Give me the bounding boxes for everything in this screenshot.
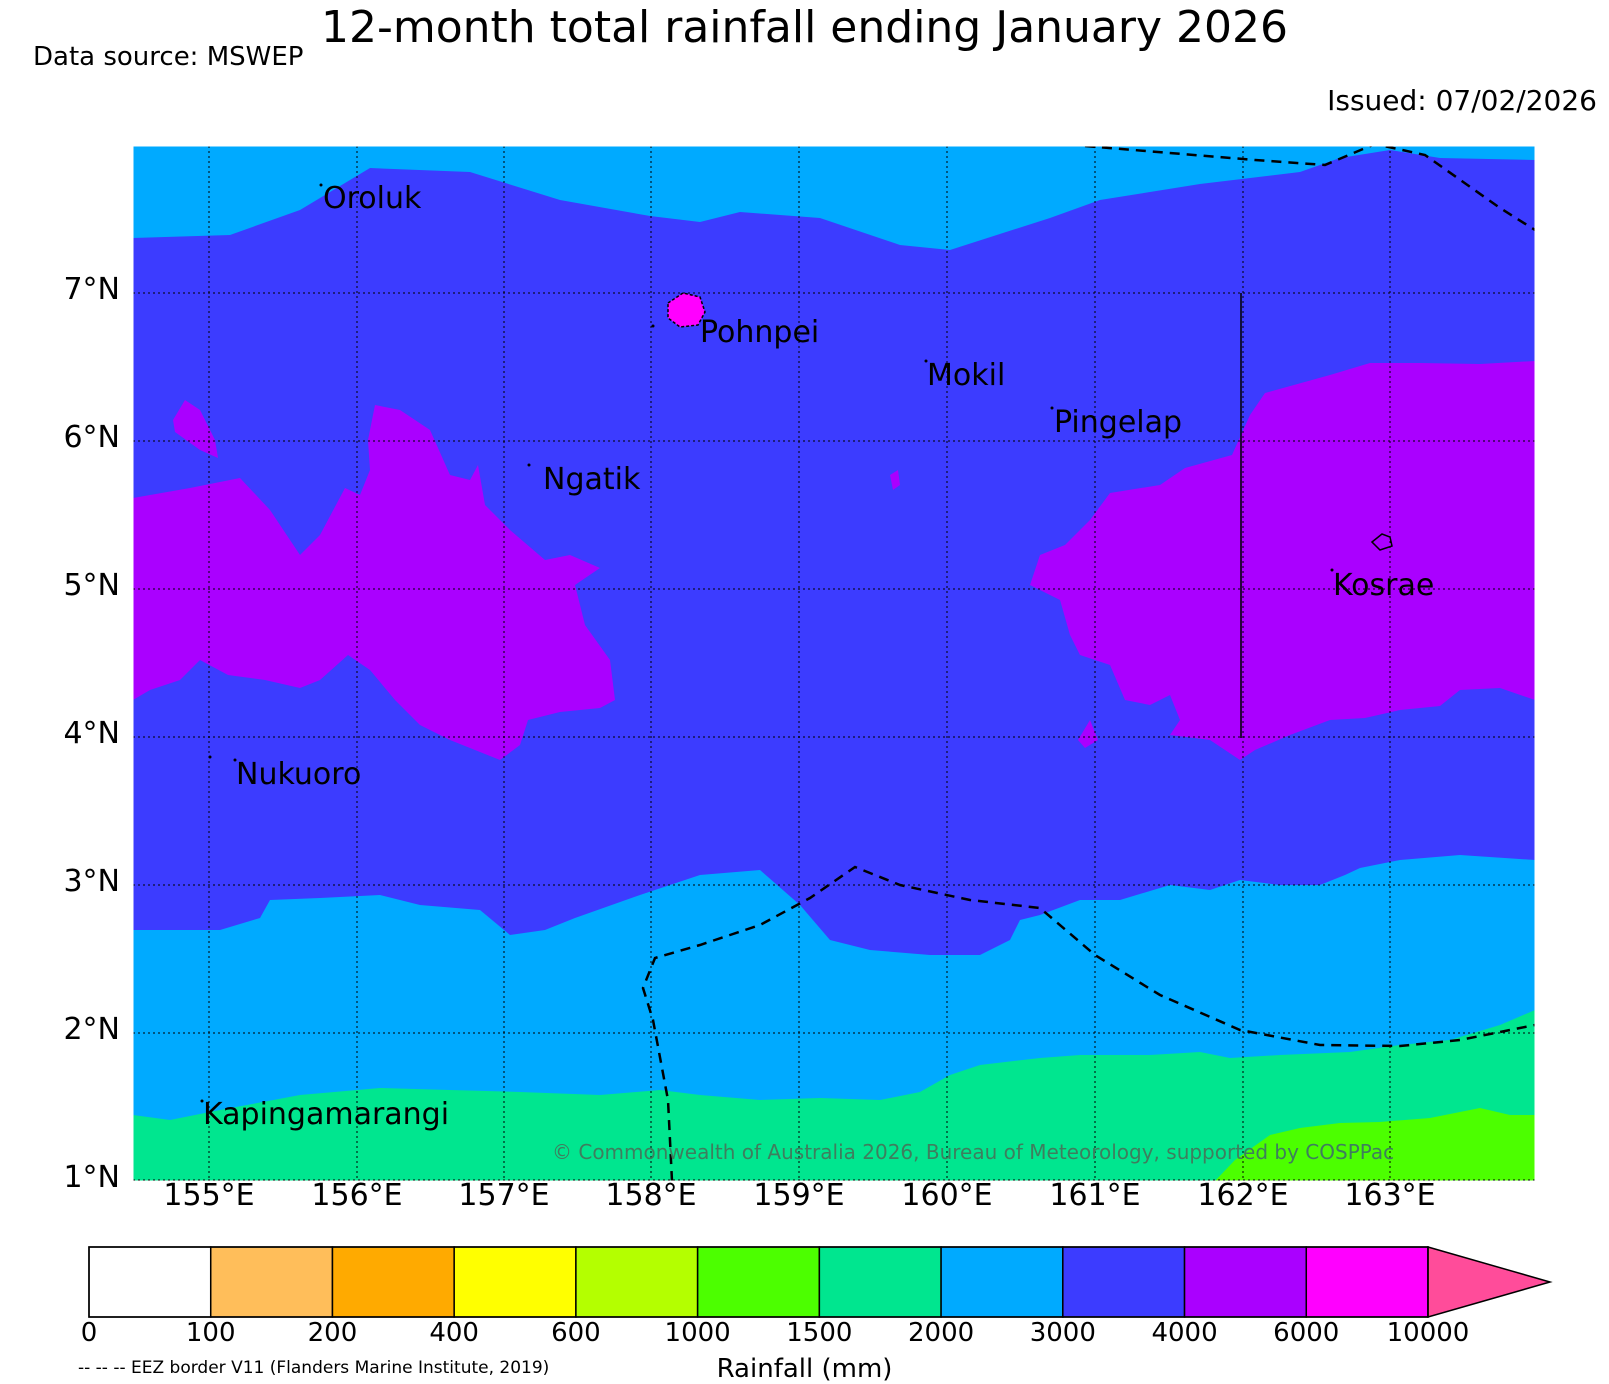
place-label-oroluk: Oroluk <box>323 181 422 216</box>
colorbar-cell <box>453 1246 577 1318</box>
lat-label-1n: 1°N <box>63 1160 120 1195</box>
island-markers <box>200 183 1334 1103</box>
colorbar-cell <box>209 1246 334 1318</box>
place-label-kosrae: Kosrae <box>1333 568 1435 603</box>
place-label-ngatik: Ngatik <box>543 462 641 497</box>
colorbar-cell <box>818 1246 942 1318</box>
lat-label-5n: 5°N <box>63 568 120 603</box>
colorbar-tick-label: 2000 <box>907 1318 975 1348</box>
lat-label-4n: 4°N <box>63 716 120 751</box>
lon-label-161e: 161°E <box>1049 1178 1141 1213</box>
place-label-mokil: Mokil <box>927 358 1006 393</box>
rainfall-2000-3000-zone-north <box>133 146 1535 250</box>
colorbar-label: Rainfall (mm) <box>716 1354 893 1384</box>
data-source-label: Data source: MSWEP <box>33 42 304 72</box>
eez-border-note: -- -- -- EEZ border V11 (Flanders Marine… <box>78 1358 550 1378</box>
issued-date: Issued: 07/02/2026 <box>1327 84 1597 117</box>
lon-label-155e: 155°E <box>163 1178 255 1213</box>
colorbar-extend-arrow <box>1427 1246 1553 1318</box>
lon-label-156e: 156°E <box>311 1178 403 1213</box>
colorbar-tick-label: 100 <box>185 1318 236 1348</box>
lon-label-157e: 157°E <box>458 1178 550 1213</box>
colorbar-tick-label: 0 <box>80 1318 98 1348</box>
lon-label-158e: 158°E <box>605 1178 697 1213</box>
place-label-pingelap: Pingelap <box>1054 405 1183 440</box>
colorbar-cell <box>1062 1246 1186 1318</box>
colorbar-tick-label: 4000 <box>1151 1318 1218 1348</box>
colorbar-tick-label: 1500 <box>786 1318 853 1348</box>
colorbar-tick-label: 10000 <box>1386 1318 1470 1348</box>
pohnpei-island <box>667 292 706 328</box>
colorbar-tick-label: 200 <box>307 1318 358 1348</box>
map-title: 12-month total rainfall ending January 2… <box>321 2 1288 53</box>
colorbar-cell <box>575 1246 699 1318</box>
rainfall-1000-1500-zone <box>1215 1108 1535 1181</box>
map-gridlines <box>133 146 1535 1181</box>
rainfall-1500-2000-zone <box>133 1010 1535 1181</box>
place-label-pohnpei: Pohnpei <box>700 315 820 350</box>
lon-label-160e: 160°E <box>901 1178 993 1213</box>
colorbar-cell <box>940 1246 1064 1318</box>
colorbar-cell <box>1183 1246 1308 1318</box>
place-label-kapingamarangi: Kapingamarangi <box>203 1097 450 1132</box>
colorbar-cell <box>331 1246 455 1318</box>
lon-label-162e: 162°E <box>1197 1178 1289 1213</box>
place-label-nukuoro: Nukuoro <box>236 757 362 792</box>
lat-label-6n: 6°N <box>63 420 120 455</box>
colorbar-cell <box>1305 1246 1429 1318</box>
lat-label-7n: 7°N <box>63 272 120 307</box>
kosrae-island <box>1370 533 1393 551</box>
colorbar-tick-label: 400 <box>429 1318 479 1348</box>
colorbar-tick-label: 1000 <box>664 1318 731 1348</box>
colorbar-cell <box>88 1246 212 1318</box>
rainfall-4000-6000-zone-east <box>1030 361 1535 760</box>
colorbar-tick-label: 6000 <box>1273 1318 1340 1348</box>
rainfall-4000-6000-zone-west <box>133 405 615 760</box>
lon-label-159e: 159°E <box>753 1178 845 1213</box>
lat-label-3n: 3°N <box>63 864 120 899</box>
colorbar-tick-label: 3000 <box>1029 1318 1096 1348</box>
colorbar-cell <box>696 1246 821 1318</box>
lat-label-2n: 2°N <box>63 1012 120 1047</box>
copyright-notice: © Commonwealth of Australia 2026, Bureau… <box>552 1140 1395 1164</box>
lon-label-163e: 163°E <box>1344 1178 1436 1213</box>
colorbar-tick-label: 600 <box>551 1318 601 1348</box>
